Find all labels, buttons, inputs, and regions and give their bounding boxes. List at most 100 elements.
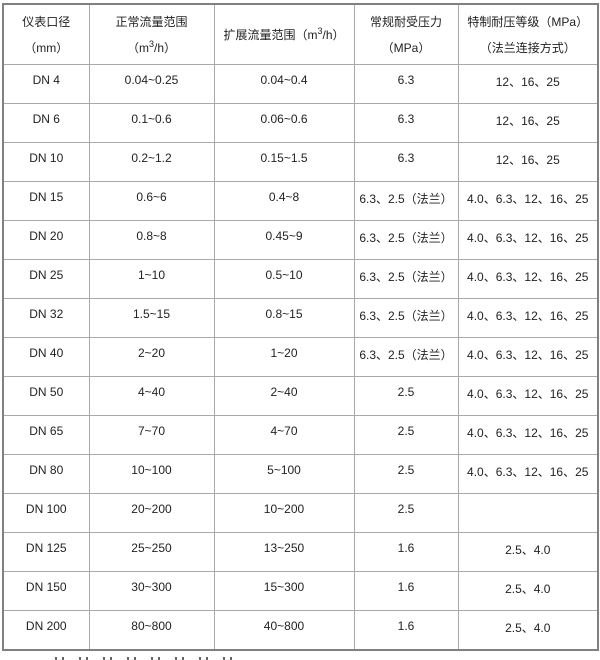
table-row: DN 40 2~20 1~20 6.3、2.5（法兰） 4.0、6.3、12、16、25 <box>2 337 599 377</box>
table-cell: 2~20 <box>88 337 215 377</box>
table-cell: 1.6 <box>353 532 459 572</box>
table-cell: DN 65 <box>2 415 90 455</box>
table-cell: 2.5 <box>353 493 459 533</box>
table-cell: DN 15 <box>2 181 90 221</box>
table-cell: 80~800 <box>88 610 215 651</box>
table-cell: 4.0、6.3、12、16、25 <box>457 181 599 221</box>
header-superscript: 3 <box>148 38 154 49</box>
table-cell: 1.5~15 <box>88 298 215 338</box>
flow-meter-spec-table: 仪表口径（mm） 正常流量范围（m3/h） 扩展流量范围（m3/h） 常规耐受压… <box>2 3 599 651</box>
table-cell: 12、16、25 <box>457 64 599 104</box>
column-header-extended-flow-range: 扩展流量范围（m3/h） <box>213 3 355 65</box>
table-cell: 4.0、6.3、12、16、25 <box>457 454 599 494</box>
table-cell: DN 25 <box>2 259 90 299</box>
table-cell: 6.3 <box>353 142 459 182</box>
table-cell: 5~100 <box>213 454 355 494</box>
table-cell <box>457 493 599 533</box>
column-header-diameter: 仪表口径（mm） <box>2 3 90 65</box>
table-cell: DN 40 <box>2 337 90 377</box>
table-cell: 0.06~0.6 <box>213 103 355 143</box>
table-row: DN 200 80~800 40~800 1.6 2.5、4.0 <box>2 610 599 651</box>
table-cell: 6.3、2.5（法兰） <box>353 259 459 299</box>
table-cell: 4.0、6.3、12、16、25 <box>457 415 599 455</box>
table-cell: 10~200 <box>213 493 355 533</box>
clipped-text-line <box>55 657 233 660</box>
table-cell: 7~70 <box>88 415 215 455</box>
header-text: 扩展流量范围（m <box>223 27 318 42</box>
table-cell: 6.3、2.5（法兰） <box>353 337 459 377</box>
table-cell: 0.4~8 <box>213 181 355 221</box>
table-cell: DN 20 <box>2 220 90 260</box>
table-cell: 2.5、4.0 <box>457 571 599 611</box>
table-cell: 6.3、2.5（法兰） <box>353 181 459 221</box>
table-cell: DN 10 <box>2 142 90 182</box>
header-superscript: 3 <box>317 25 323 36</box>
table-cell: 0.04~0.25 <box>88 64 215 104</box>
table-cell: 0.8~15 <box>213 298 355 338</box>
table-cell: 0.04~0.4 <box>213 64 355 104</box>
column-header-standard-pressure: 常规耐受压力（MPa） <box>353 3 459 65</box>
table-row: DN 32 1.5~15 0.8~15 6.3、2.5（法兰） 4.0、6.3、12、1… <box>2 298 599 338</box>
table-cell: 20~200 <box>88 493 215 533</box>
table-cell: 4.0、6.3、12、16、25 <box>457 337 599 377</box>
table-cell: 4.0、6.3、12、16、25 <box>457 298 599 338</box>
table-header-row: 仪表口径（mm） 正常流量范围（m3/h） 扩展流量范围（m3/h） 常规耐受压… <box>2 3 599 65</box>
column-header-special-pressure-rating: 特制耐压等级（MPa）（法兰连接方式） <box>457 3 599 65</box>
table-cell: 1.6 <box>353 571 459 611</box>
table-cell: 12、16、25 <box>457 103 599 143</box>
table-cell: 2.5、4.0 <box>457 532 599 572</box>
table-cell: 4.0、6.3、12、16、25 <box>457 376 599 416</box>
header-text: 仪表口径（mm） <box>22 14 71 55</box>
page: 仪表口径（mm） 正常流量范围（m3/h） 扩展流量范围（m3/h） 常规耐受压… <box>0 3 600 660</box>
table-cell: 1.6 <box>353 610 459 651</box>
table-cell: 2.5 <box>353 454 459 494</box>
table-cell: 13~250 <box>213 532 355 572</box>
table-cell: 0.15~1.5 <box>213 142 355 182</box>
table-cell: DN 50 <box>2 376 90 416</box>
table-cell: 0.6~6 <box>88 181 215 221</box>
table-cell: 4.0、6.3、12、16、25 <box>457 220 599 260</box>
table-cell: DN 32 <box>2 298 90 338</box>
table-cell: 25~250 <box>88 532 215 572</box>
table-cell: DN 150 <box>2 571 90 611</box>
table-row: DN 125 25~250 13~250 1.6 2.5、4.0 <box>2 532 599 572</box>
table-row: DN 65 7~70 4~70 2.5 4.0、6.3、12、16、25 <box>2 415 599 455</box>
table-cell: DN 6 <box>2 103 90 143</box>
table-cell: 2.5 <box>353 415 459 455</box>
table-row: DN 6 0.1~0.6 0.06~0.6 6.3 12、16、25 <box>2 103 599 143</box>
table-cell: 6.3 <box>353 103 459 143</box>
table-cell: 2~40 <box>213 376 355 416</box>
table-cell: 30~300 <box>88 571 215 611</box>
table-cell: DN 100 <box>2 493 90 533</box>
table-cell: 12、16、25 <box>457 142 599 182</box>
table-cell: 6.3、2.5（法兰） <box>353 298 459 338</box>
table-row: DN 25 1~10 0.5~10 6.3、2.5（法兰） 4.0、6.3、12、16、… <box>2 259 599 299</box>
header-text: /h） <box>154 40 177 55</box>
table-cell: 2.5 <box>353 376 459 416</box>
table-cell: 40~800 <box>213 610 355 651</box>
table-body: DN 4 0.04~0.25 0.04~0.4 6.3 12、16、25 DN 6 0.1~… <box>2 64 599 651</box>
table-cell: DN 80 <box>2 454 90 494</box>
table-cell: 0.45~9 <box>213 220 355 260</box>
table-row: DN 15 0.6~6 0.4~8 6.3、2.5（法兰） 4.0、6.3、12、16、… <box>2 181 599 221</box>
table-row: DN 10 0.2~1.2 0.15~1.5 6.3 12、16、25 <box>2 142 599 182</box>
table-row: DN 150 30~300 15~300 1.6 2.5、4.0 <box>2 571 599 611</box>
table-cell: 4~70 <box>213 415 355 455</box>
table-row: DN 80 10~100 5~100 2.5 4.0、6.3、12、16、25 <box>2 454 599 494</box>
table-cell: 0.8~8 <box>88 220 215 260</box>
column-header-normal-flow-range: 正常流量范围（m3/h） <box>88 3 215 65</box>
table-cell: 10~100 <box>88 454 215 494</box>
table-cell: 0.5~10 <box>213 259 355 299</box>
table-cell: 4~40 <box>88 376 215 416</box>
table-cell: 2.5、4.0 <box>457 610 599 651</box>
header-text: 特制耐压等级（MPa）（法兰连接方式） <box>467 14 589 55</box>
table-cell: 1~20 <box>213 337 355 377</box>
table-row: DN 50 4~40 2~40 2.5 4.0、6.3、12、16、25 <box>2 376 599 416</box>
table-cell: 1~10 <box>88 259 215 299</box>
table-cell: 6.3、2.5（法兰） <box>353 220 459 260</box>
table-row: DN 100 20~200 10~200 2.5 <box>2 493 599 533</box>
table-cell: 0.1~0.6 <box>88 103 215 143</box>
table-cell: DN 200 <box>2 610 90 651</box>
table-row: DN 4 0.04~0.25 0.04~0.4 6.3 12、16、25 <box>2 64 599 104</box>
header-text: 常规耐受压力（MPa） <box>369 14 442 55</box>
